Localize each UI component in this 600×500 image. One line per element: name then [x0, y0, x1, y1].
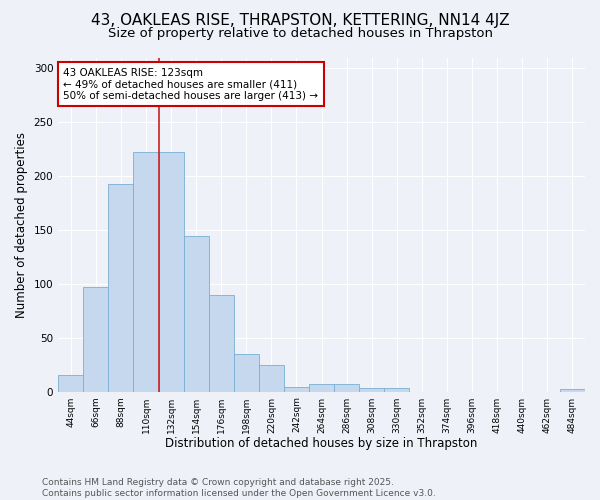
Text: Contains HM Land Registry data © Crown copyright and database right 2025.
Contai: Contains HM Land Registry data © Crown c… — [42, 478, 436, 498]
Bar — [58, 376, 83, 392]
Bar — [259, 364, 284, 392]
Bar — [284, 388, 309, 392]
Bar — [83, 287, 109, 392]
Text: 43 OAKLEAS RISE: 123sqm
← 49% of detached houses are smaller (411)
50% of semi-d: 43 OAKLEAS RISE: 123sqm ← 49% of detache… — [64, 68, 319, 100]
Bar — [234, 354, 259, 392]
Bar — [359, 388, 385, 392]
Text: Size of property relative to detached houses in Thrapston: Size of property relative to detached ho… — [107, 28, 493, 40]
Bar — [209, 294, 234, 392]
Bar — [334, 384, 359, 392]
Bar — [309, 384, 334, 392]
Bar — [133, 152, 158, 392]
Bar — [385, 388, 409, 392]
X-axis label: Distribution of detached houses by size in Thrapston: Distribution of detached houses by size … — [166, 437, 478, 450]
Bar — [158, 152, 184, 392]
Bar — [560, 390, 585, 392]
Bar — [184, 236, 209, 392]
Y-axis label: Number of detached properties: Number of detached properties — [15, 132, 28, 318]
Text: 43, OAKLEAS RISE, THRAPSTON, KETTERING, NN14 4JZ: 43, OAKLEAS RISE, THRAPSTON, KETTERING, … — [91, 12, 509, 28]
Bar — [109, 184, 133, 392]
